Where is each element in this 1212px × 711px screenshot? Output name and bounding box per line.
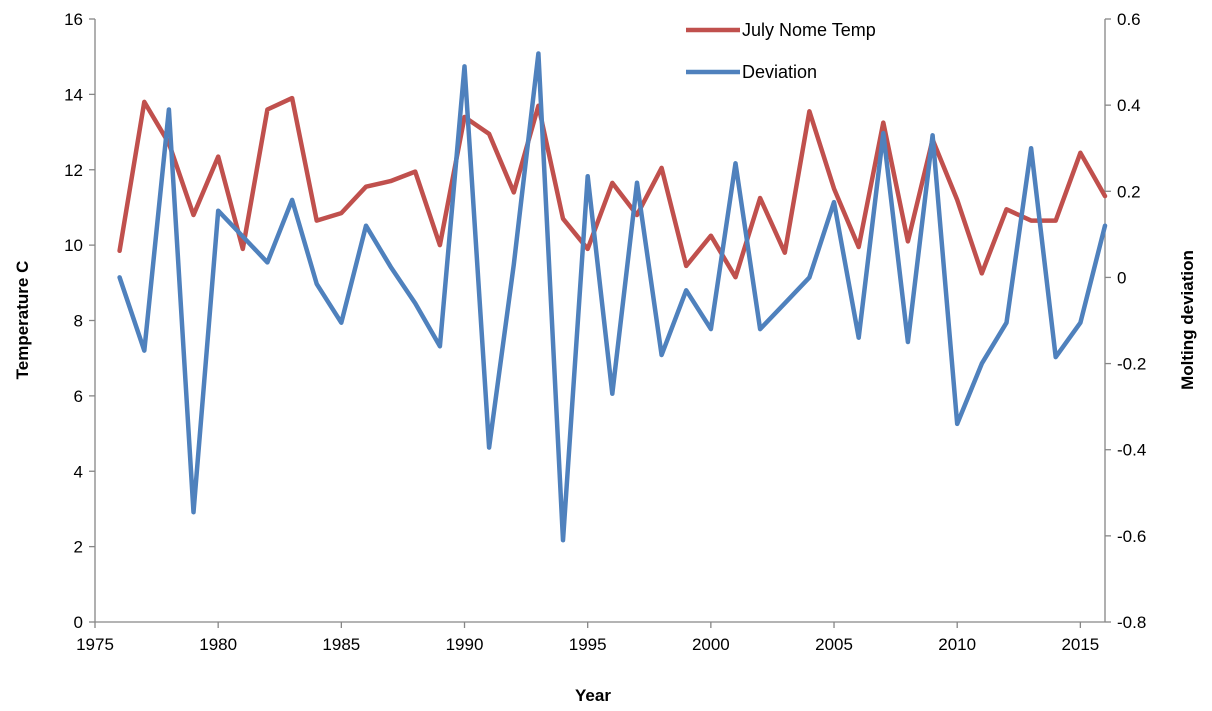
left-y-tick-label: 14 — [64, 85, 83, 104]
right-y-axis-title: Molting deviation — [1178, 250, 1197, 390]
tick-labels: 0 2 4 6 8 10 12 14 16 -0.8 -0.6 -0.4 -0.2 0 0.2 0.4 0.6 1… — [64, 10, 1146, 654]
x-tick-label: 1990 — [446, 635, 484, 654]
axes — [89, 18, 1111, 628]
legend-label: July Nome Temp — [742, 20, 876, 40]
x-axis-title: Year — [575, 686, 611, 705]
left-y-tick-label: 6 — [74, 387, 83, 406]
right-y-tick-label: 0.2 — [1117, 182, 1141, 201]
x-tick-label: 1995 — [569, 635, 607, 654]
right-y-tick-label: -0.4 — [1117, 441, 1146, 460]
left-y-tick-label: 2 — [74, 538, 83, 557]
legend: July Nome Temp Deviation — [686, 20, 876, 82]
right-y-tick-label: 0.4 — [1117, 96, 1141, 115]
x-tick-label: 2005 — [815, 635, 853, 654]
right-y-tick-label: -0.2 — [1117, 355, 1146, 374]
series-line-july-nome-temp — [117, 95, 1108, 280]
series-lines — [117, 51, 1108, 543]
x-tick-label: 2010 — [938, 635, 976, 654]
x-tick-label: 1980 — [199, 635, 237, 654]
left-y-tick-label: 16 — [64, 10, 83, 29]
x-tick-label: 1975 — [76, 635, 114, 654]
left-y-tick-label: 8 — [74, 312, 83, 331]
left-y-tick-label: 10 — [64, 236, 83, 255]
right-y-tick-label: 0.6 — [1117, 10, 1141, 29]
right-y-tick-label: -0.8 — [1117, 613, 1146, 632]
series-line-deviation — [117, 51, 1108, 543]
left-y-tick-label: 12 — [64, 161, 83, 180]
x-tick-label: 2015 — [1061, 635, 1099, 654]
right-y-tick-label: 0 — [1117, 268, 1126, 287]
left-y-tick-label: 4 — [74, 462, 83, 481]
right-y-tick-label: -0.6 — [1117, 527, 1146, 546]
legend-label: Deviation — [742, 62, 817, 82]
x-tick-label: 2000 — [692, 635, 730, 654]
left-y-axis-title: Temperature C — [13, 261, 32, 380]
left-y-tick-label: 0 — [74, 613, 83, 632]
x-tick-label: 1985 — [322, 635, 360, 654]
